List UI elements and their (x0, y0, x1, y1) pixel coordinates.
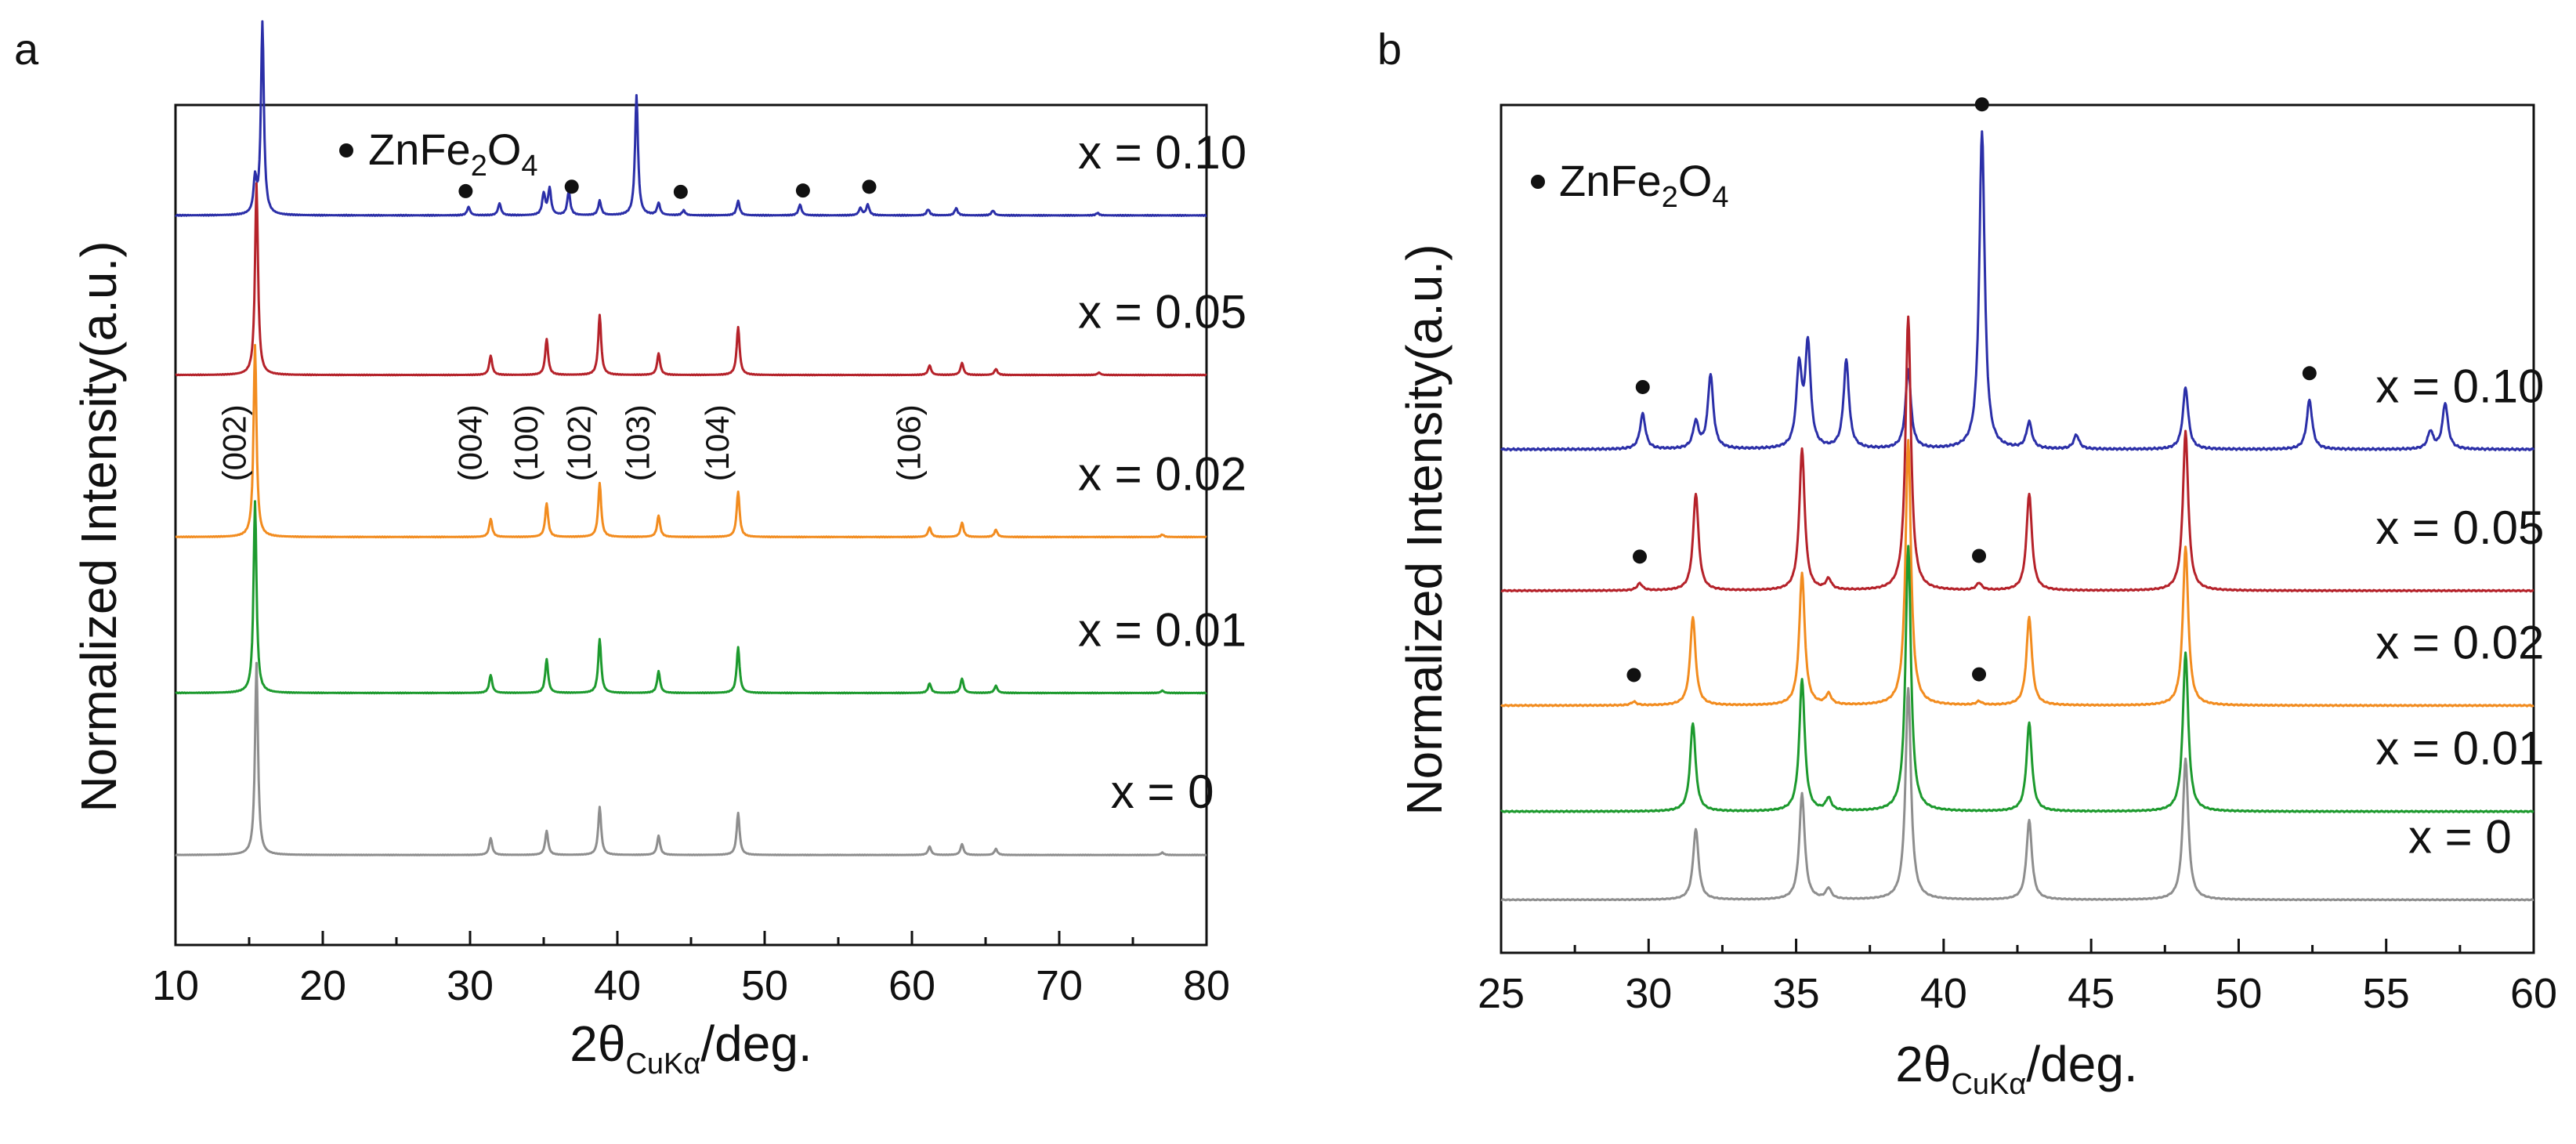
panel-b-letter: b (1377, 24, 1402, 74)
x-tick-label: 70 (1036, 962, 1083, 1009)
znfe2o4-marker (564, 179, 579, 194)
panel-a: a 10 20 30 40 50 60 70 80 x = 0.10x = 0.05x = 0… (14, 20, 1246, 1081)
x-tick-label: 45 (2068, 970, 2115, 1017)
panel-a-legend-sub-2: 4 (521, 150, 537, 183)
panel-b-x-title-sub: CuKα (1951, 1068, 2026, 1101)
panel-b: b 25 30 35 40 45 50 55 60 x = 0.10x = 0.05x = 0… (1377, 24, 2557, 1101)
panel-a-x-axis-title: 2θCuKα/deg. (570, 1015, 812, 1081)
series-label: x = 0.10 (1078, 126, 1246, 179)
series-label: x = 0 (1111, 766, 1214, 818)
series-label: x = 0.02 (2375, 616, 2544, 668)
x-tick-label: 10 (152, 962, 199, 1009)
panel-b-series (1500, 130, 2535, 902)
x-tick-label: 50 (2215, 970, 2262, 1017)
panel-b-legend-sub-1: 2 (1662, 181, 1678, 214)
x-tick-label: 60 (888, 962, 935, 1009)
series-label: x = 0 (2408, 810, 2512, 863)
series-line-0.05 (175, 182, 1207, 377)
series-label: x = 0.10 (2375, 360, 2544, 413)
znfe2o4-marker (862, 179, 877, 194)
panel-a-znfe2o4-markers (458, 179, 877, 199)
panel-b-legend-marker (1531, 175, 1545, 189)
znfe2o4-marker (1635, 379, 1650, 394)
panel-b-legend-sub-2: 4 (1712, 181, 1728, 214)
x-tick-label: 80 (1183, 962, 1230, 1009)
panel-a-miller-indices: (002) (004) (100) (102) (103) (104) (106) (216, 404, 928, 481)
miller-index-label: (103) (620, 404, 657, 481)
x-tick-label: 60 (2510, 970, 2557, 1017)
panel-a-x-title-unit: /deg. (700, 1015, 812, 1072)
panel-b-series-labels: x = 0.10 x = 0.05 x = 0.02 x = 0.01 x = 0 (2375, 360, 2544, 863)
panel-a-legend-marker (339, 143, 353, 157)
series-label: x = 0.01 (1078, 603, 1246, 656)
panel-b-legend-text-1: ZnFe (1559, 156, 1662, 205)
panel-a-x-title-main: 2θ (570, 1015, 625, 1072)
x-tick-label: 25 (1478, 970, 1525, 1017)
series-label: x = 0.02 (1078, 447, 1246, 500)
series-line-0 (175, 661, 1207, 856)
panel-b-y-axis-title: Normalized Intensity(a.u.) (1396, 244, 1453, 815)
miller-index-label: (004) (451, 404, 488, 481)
series-line-0.01 (175, 500, 1207, 695)
panel-a-legend-sub-1: 2 (471, 150, 487, 183)
miller-index-label: (106) (891, 404, 928, 481)
series-line-0.10 (1500, 130, 2535, 452)
panel-a-legend-text-2: O (487, 125, 522, 174)
series-line-0 (1500, 686, 2534, 902)
znfe2o4-marker (1972, 667, 1987, 682)
panel-a-plot-frame (174, 103, 1208, 947)
x-tick-label: 55 (2363, 970, 2410, 1017)
panel-b-x-title-main: 2θ (1895, 1036, 1951, 1092)
panel-a-legend: ZnFe2O4 (339, 125, 538, 183)
znfe2o4-marker (1632, 549, 1647, 564)
panel-a-legend-text-1: ZnFe (368, 125, 471, 174)
panel-b-x-title-unit: /deg. (2026, 1036, 2137, 1092)
series-label: x = 0.01 (2375, 722, 2544, 775)
panel-b-legend-text-2: O (1678, 156, 1713, 205)
series-label: x = 0.05 (1078, 286, 1246, 338)
x-tick-label: 35 (1773, 970, 1820, 1017)
znfe2o4-marker (2302, 366, 2317, 381)
x-tick-label: 30 (1625, 970, 1672, 1017)
panel-b-legend: ZnFe2O4 (1531, 156, 1729, 214)
panel-b-legend-label: ZnFe2O4 (1559, 156, 1729, 214)
series-line-0.01 (1500, 545, 2534, 813)
panel-a-series (175, 20, 1207, 856)
panel-a-legend-label: ZnFe2O4 (368, 125, 538, 183)
panel-b-x-axis: 25 30 35 40 45 50 55 60 (1478, 939, 2557, 1017)
x-tick-label: 40 (594, 962, 641, 1009)
series-line-0.02 (175, 343, 1207, 539)
miller-index-label: (104) (699, 404, 736, 481)
panel-b-znfe2o4-markers (1626, 97, 2317, 682)
panel-a-series-labels: x = 0.10 x = 0.05 x = 0.02 x = 0.01 x = 0 (1078, 126, 1246, 818)
znfe2o4-marker (1626, 668, 1641, 682)
panel-a-x-title-sub: CuKα (625, 1048, 700, 1081)
series-line-0.05 (1500, 315, 2534, 593)
x-tick-label: 50 (741, 962, 788, 1009)
x-tick-label: 30 (447, 962, 494, 1009)
series-line-0.02 (1500, 439, 2534, 708)
panel-b-x-axis-title: 2θCuKα/deg. (1895, 1036, 2137, 1101)
miller-index-label: (002) (216, 404, 253, 481)
panel-a-x-axis: 10 20 30 40 50 60 70 80 (152, 931, 1230, 1009)
miller-index-label: (102) (560, 404, 597, 481)
znfe2o4-marker (1974, 97, 1989, 112)
znfe2o4-marker (458, 183, 473, 198)
x-tick-label: 20 (299, 962, 346, 1009)
series-line-0.10 (175, 20, 1207, 217)
znfe2o4-marker (1972, 548, 1987, 563)
panel-a-y-axis-title: Normalized Intensity(a.u.) (71, 241, 127, 812)
znfe2o4-marker (795, 183, 810, 198)
series-label: x = 0.05 (2375, 501, 2544, 554)
znfe2o4-marker (673, 184, 688, 199)
x-tick-label: 40 (1920, 970, 1967, 1017)
miller-index-label: (100) (508, 404, 545, 481)
panel-a-letter: a (14, 24, 39, 74)
